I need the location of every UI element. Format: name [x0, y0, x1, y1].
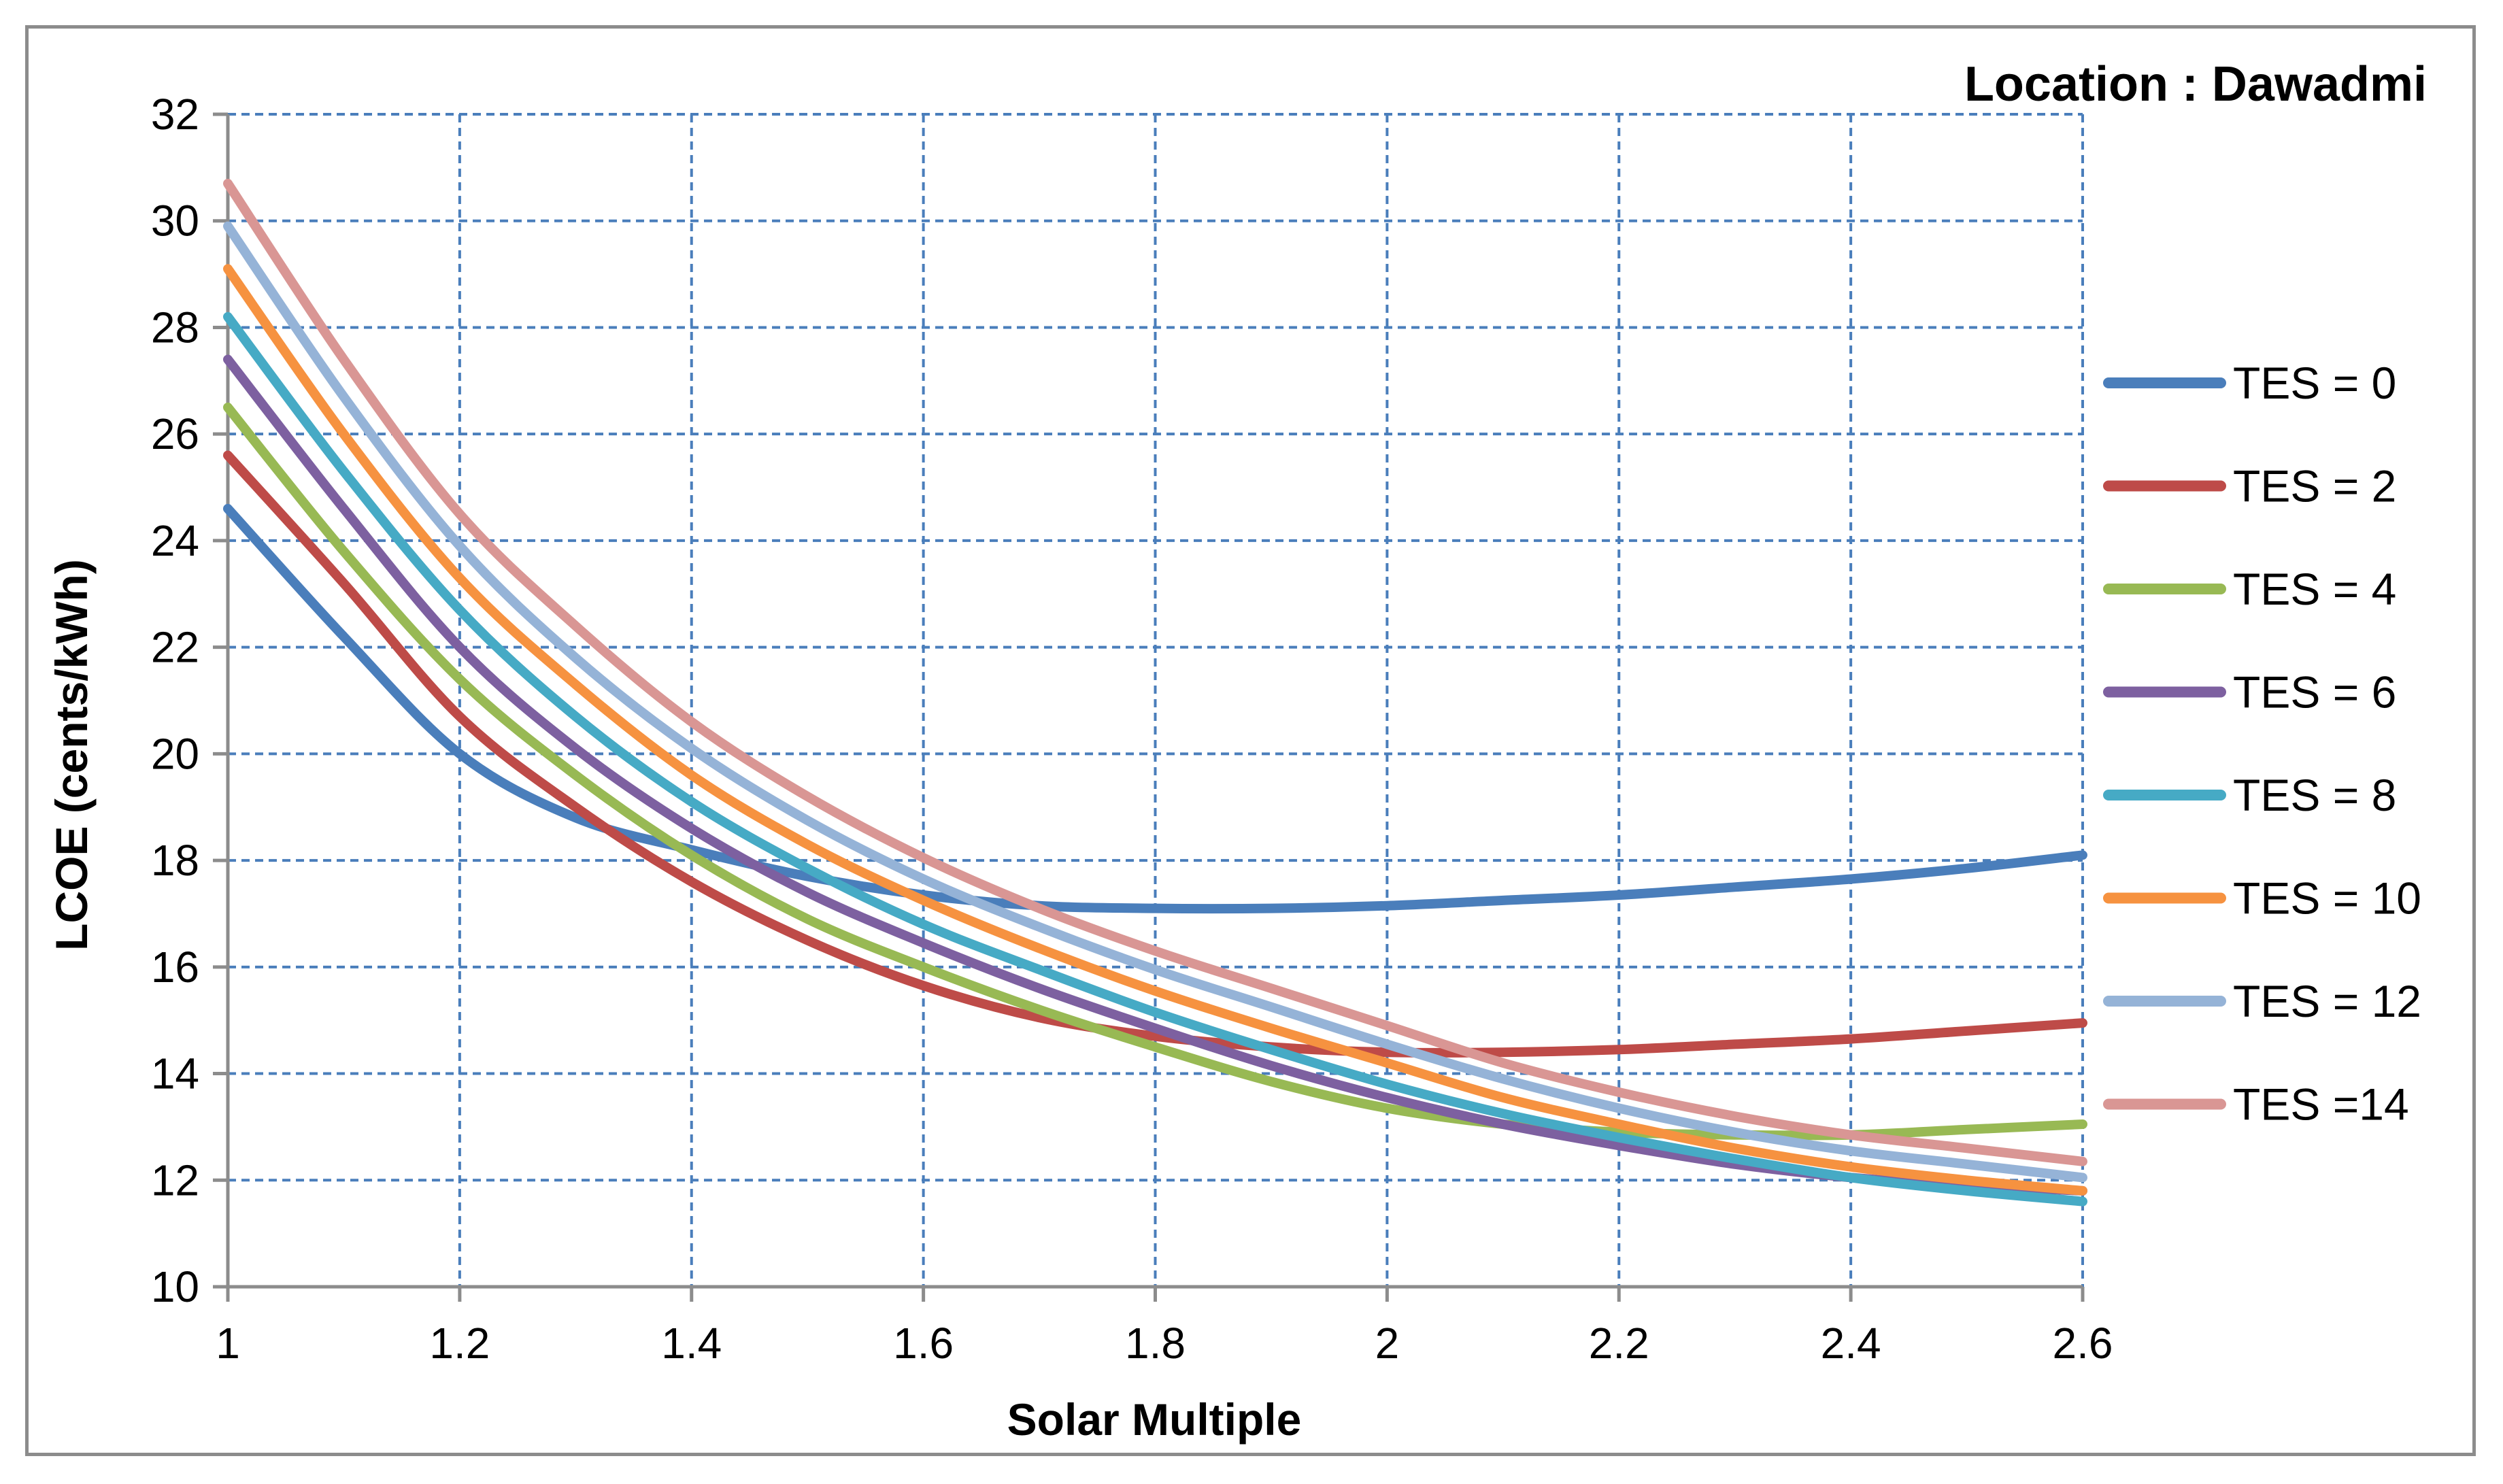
series-line-tes-0	[223, 503, 2087, 914]
y-tick-label: 22	[151, 623, 199, 672]
x-tick-label: 1.2	[429, 1319, 490, 1368]
x-tick-label: 2	[1375, 1319, 1400, 1368]
legend-label-tes-10: TES = 10	[2233, 873, 2421, 924]
x-tick-label: 1	[216, 1319, 240, 1368]
y-tick-label: 16	[151, 943, 199, 992]
series-line-tes-10	[223, 264, 2087, 1196]
y-tick-label: 24	[151, 516, 199, 565]
legend-label-tes-12: TES = 12	[2233, 976, 2421, 1026]
series-lines	[223, 178, 2087, 1207]
x-tick-label: 1.4	[661, 1319, 722, 1368]
x-tick-label: 1.6	[893, 1319, 954, 1368]
grid	[228, 113, 2084, 1287]
legend-label-tes-8: TES = 8	[2233, 770, 2396, 820]
y-tick-label: 18	[151, 836, 199, 885]
series-line-tes-2	[223, 450, 2087, 1058]
y-tick-label: 28	[151, 303, 199, 352]
x-tick-labels: 1 1.2 1.4 1.6 1.8 2 2.2 2.4 2.6	[216, 1319, 2113, 1368]
y-axis-title: LCOE (cents/kWh)	[46, 559, 97, 951]
x-tick-label: 1.8	[1125, 1319, 1186, 1368]
legend-label-tes-2: TES = 2	[2233, 461, 2396, 511]
series-line-tes-14	[223, 178, 2087, 1166]
chart-frame	[25, 25, 2476, 1456]
y-tick-label: 10	[151, 1262, 199, 1311]
series-line-tes-8	[223, 311, 2087, 1207]
legend-label-tes-14: TES =14	[2233, 1079, 2409, 1130]
legend: TES = 0 TES = 2 TES = 4 TES = 6 TES = 8 TES =…	[2103, 358, 2421, 1130]
y-tick-labels: 10 12 14 16 18 20 22 24 26 28 30 32	[151, 90, 199, 1311]
x-tick-label: 2.6	[2053, 1319, 2113, 1368]
legend-label-tes-0: TES = 0	[2233, 358, 2396, 408]
x-tick-label: 2.2	[1589, 1319, 1649, 1368]
legend-label-tes-4: TES = 4	[2233, 564, 2396, 614]
y-tick-label: 12	[151, 1156, 199, 1204]
x-tick-label: 2.4	[1821, 1319, 1881, 1368]
y-tick-label: 32	[151, 90, 199, 139]
x-axis-title: Solar Multiple	[1007, 1394, 1302, 1445]
y-tick-label: 14	[151, 1049, 199, 1098]
legend-label-tes-6: TES = 6	[2233, 667, 2396, 718]
y-tick-label: 30	[151, 197, 199, 246]
y-tick-label: 26	[151, 409, 199, 458]
y-tick-label: 20	[151, 729, 199, 778]
series-line-tes-12	[223, 221, 2087, 1183]
chart-title: Location : Dawadmi	[1964, 57, 2427, 112]
